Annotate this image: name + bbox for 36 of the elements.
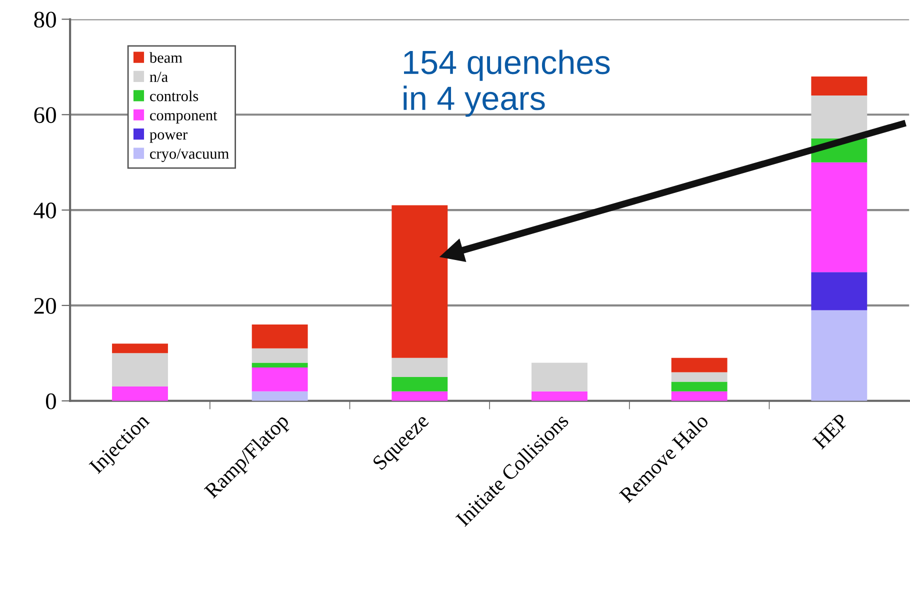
bar — [252, 362, 308, 368]
bar — [112, 386, 168, 401]
bar — [811, 162, 868, 272]
bar — [532, 362, 588, 392]
bar — [811, 310, 868, 401]
bar — [392, 377, 448, 392]
bar — [671, 382, 728, 392]
legend-label: n/a — [150, 72, 168, 82]
bar — [392, 391, 448, 401]
bar — [811, 272, 868, 310]
legend-label: beam — [149, 52, 182, 63]
bar — [252, 324, 308, 348]
bar — [112, 344, 168, 354]
x-tick-label: HEP — [812, 413, 849, 450]
annotation: 154 quenches in 4 years — [404, 50, 610, 117]
bar — [811, 76, 868, 96]
bar — [252, 367, 308, 392]
bar — [532, 391, 588, 401]
bar — [671, 372, 728, 382]
bar — [392, 205, 448, 358]
bar — [252, 348, 308, 363]
legend-label: cryo/vacuum — [150, 148, 229, 162]
bar — [392, 358, 448, 378]
bar — [112, 353, 168, 387]
bar — [252, 391, 308, 401]
legend-label: component — [150, 112, 218, 124]
bar — [811, 96, 868, 138]
y-tick-label: 60 — [34, 107, 56, 124]
legend-label: controls — [150, 90, 198, 102]
legend-label: power — [150, 132, 188, 143]
y-tick-label: 80 — [34, 12, 56, 28]
y-tick-label: 20 — [34, 298, 56, 314]
bar — [671, 358, 728, 372]
y-tick-label: 0 — [46, 393, 56, 410]
bar — [671, 391, 728, 401]
y-tick-label: 40 — [34, 202, 56, 218]
